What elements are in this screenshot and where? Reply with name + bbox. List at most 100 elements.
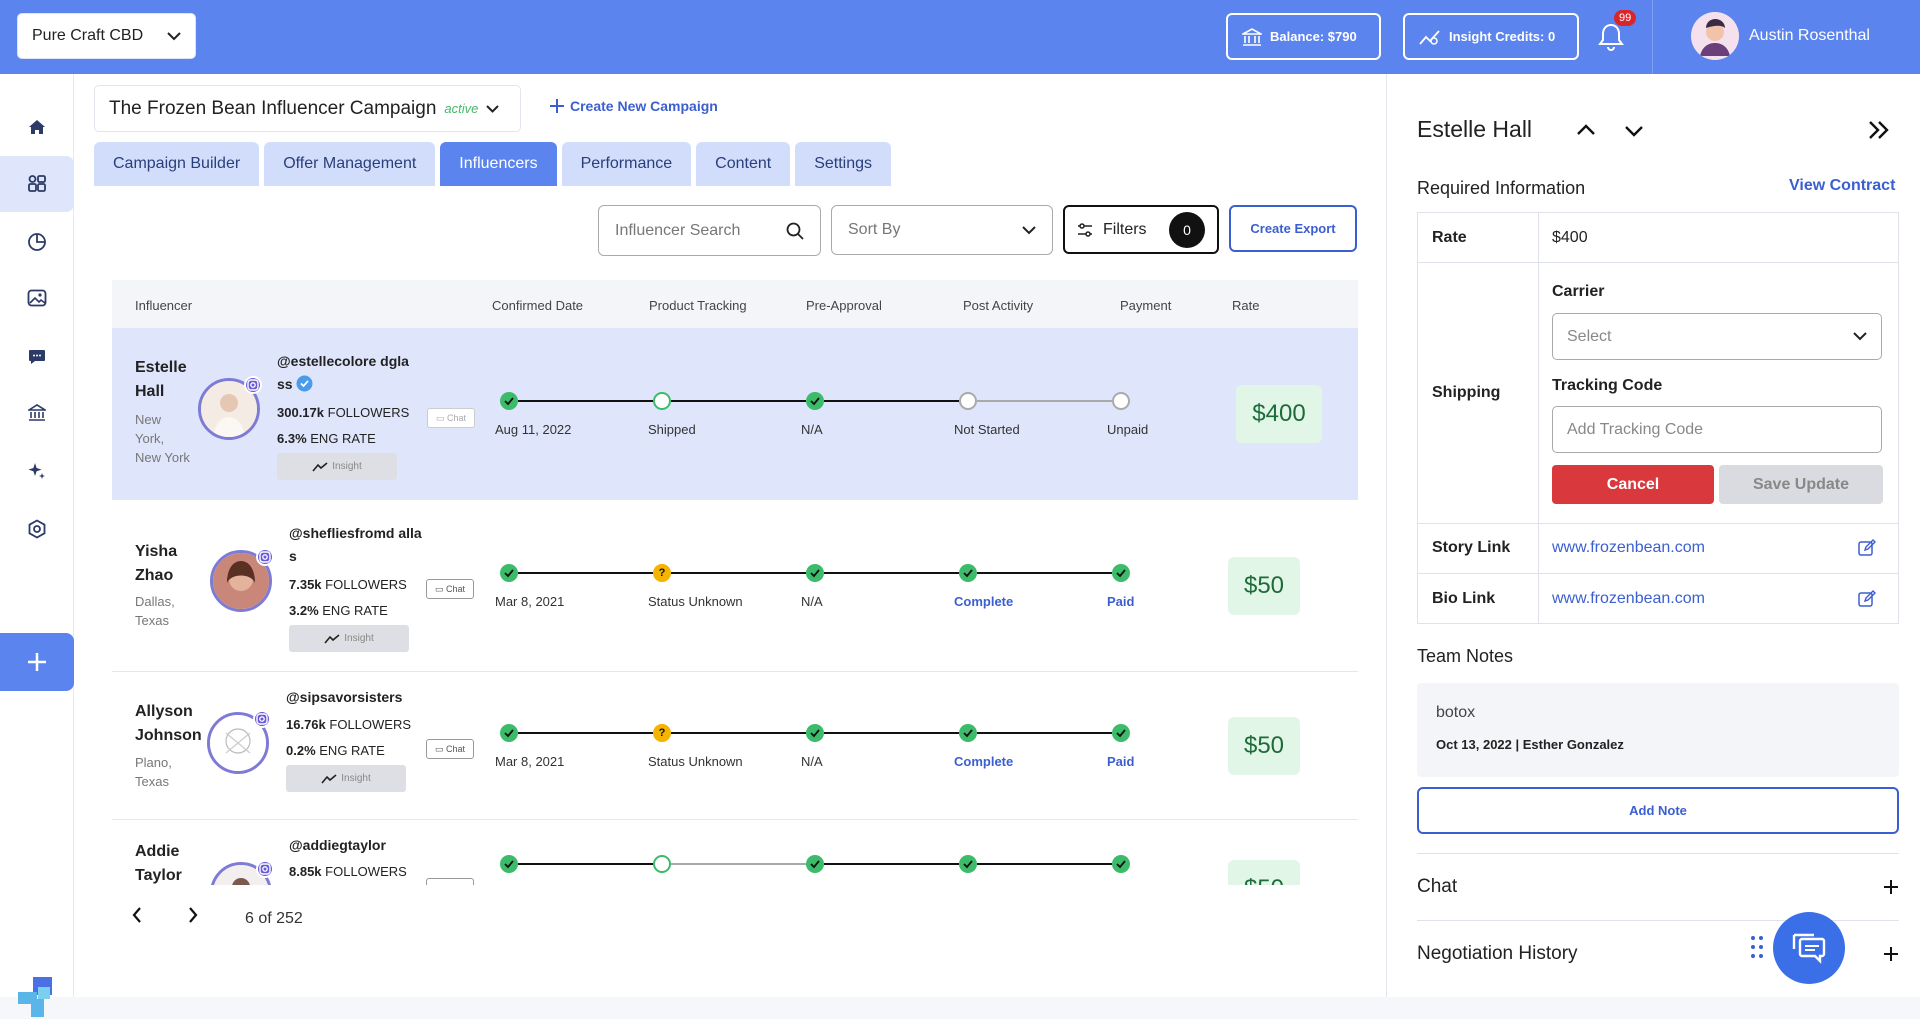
chevron-down-icon	[1853, 332, 1867, 341]
confirmed-date: Aug 11, 2022	[495, 422, 572, 437]
collapse-panel-button[interactable]	[1868, 121, 1890, 144]
story-link-value[interactable]: www.frozenbean.com	[1552, 539, 1705, 556]
tracker-line	[518, 572, 653, 574]
insight-button[interactable]: Insight	[277, 453, 397, 480]
tab-performance[interactable]: Performance	[561, 142, 692, 186]
create-new-campaign-link[interactable]: Create New Campaign	[550, 98, 718, 114]
header-influencer[interactable]: Influencer	[135, 298, 193, 313]
header-pre-approval[interactable]: Pre-Approval	[806, 298, 882, 313]
insight-button[interactable]: Insight	[289, 625, 409, 652]
nav-billing[interactable]	[0, 385, 74, 441]
next-page-button[interactable]	[188, 907, 198, 928]
balance-label: Balance: $790	[1270, 29, 1357, 44]
tab-campaign-builder[interactable]: Campaign Builder	[94, 142, 260, 186]
tracking-code-input[interactable]: Add Tracking Code	[1552, 406, 1882, 453]
save-update-button[interactable]: Save Update	[1719, 465, 1883, 504]
post-activity-status: Not Started	[954, 422, 1020, 437]
support-chat-button[interactable]	[1773, 912, 1845, 984]
table-row[interactable]: Yisha Zhao Dallas, Texas @shefliesfromd al…	[112, 500, 1358, 672]
influencer-handle[interactable]: @sipsavorsisters	[286, 689, 403, 705]
chat-button[interactable]	[426, 878, 474, 885]
prev-page-button[interactable]	[132, 907, 142, 928]
nav-content[interactable]	[0, 270, 74, 326]
check-circle-icon	[500, 564, 518, 582]
create-export-button[interactable]: Create Export	[1229, 205, 1357, 252]
table-row[interactable]: Allyson Johnson Plano, Texas @sipsavorsist…	[112, 672, 1358, 820]
bank-icon	[1242, 27, 1262, 46]
nav-analytics[interactable]	[0, 214, 74, 270]
nav-settings[interactable]	[0, 501, 74, 557]
empty-circle-icon	[653, 392, 671, 410]
nav-ai[interactable]	[0, 443, 74, 499]
chat-accordion[interactable]: Chat	[1417, 853, 1899, 919]
balance-button[interactable]: Balance: $790	[1226, 13, 1381, 60]
influencer-name: Allyson Johnson	[135, 703, 202, 744]
nav-campaigns[interactable]	[0, 156, 74, 212]
chat-button[interactable]: ▭ Chat	[427, 408, 475, 428]
edit-icon	[1858, 539, 1876, 556]
engagement-stat: 0.2% ENG RATE	[286, 743, 385, 758]
bio-link-value[interactable]: www.frozenbean.com	[1552, 590, 1705, 607]
influencer-search-input[interactable]: Influencer Search	[598, 205, 821, 256]
notifications-button[interactable]	[1598, 16, 1630, 56]
table-row[interactable]: Estelle Hall New York, New York @estellecol…	[112, 328, 1358, 500]
home-icon	[29, 120, 45, 134]
sparkle-icon	[28, 463, 45, 479]
cancel-button[interactable]: Cancel	[1552, 465, 1714, 504]
filters-button[interactable]: Filters 0	[1063, 205, 1219, 254]
check-circle-icon	[1112, 564, 1130, 582]
insight-icon	[324, 633, 340, 644]
view-contract-link[interactable]: View Contract	[1789, 177, 1896, 194]
header-post-activity[interactable]: Post Activity	[963, 298, 1034, 313]
add-note-button[interactable]: Add Note	[1417, 787, 1899, 834]
influencer-location: New York, New York	[135, 412, 190, 465]
table-divider	[1418, 523, 1898, 524]
prev-influencer-button[interactable]	[1577, 122, 1595, 140]
tab-influencers[interactable]: Influencers	[440, 142, 557, 186]
influencer-handle[interactable]: @shefliesfromd allas	[289, 525, 422, 564]
tab-offer-management[interactable]: Offer Management	[264, 142, 436, 186]
plus-icon	[550, 99, 564, 113]
chat-button[interactable]: ▭ Chat	[426, 739, 474, 759]
instagram-icon	[244, 376, 262, 394]
check-circle-icon	[500, 724, 518, 742]
negotiation-history-accordion[interactable]: Negotiation History	[1417, 920, 1899, 986]
rate-label: Rate	[1432, 229, 1467, 246]
nav-messages[interactable]	[0, 329, 74, 385]
header-rate[interactable]: Rate	[1232, 298, 1260, 313]
carrier-label: Carrier	[1552, 283, 1605, 300]
rate-badge: $50	[1228, 557, 1300, 615]
followers-stat: 300.17k FOLLOWERS	[277, 405, 410, 420]
check-circle-icon	[959, 724, 977, 742]
influencer-handle[interactable]: @addiegtaylor	[289, 837, 386, 853]
chevron-down-icon	[486, 104, 500, 113]
table-row[interactable]: Addie Taylor @addiegtaylor 8.85k FOLLOWER…	[112, 820, 1358, 885]
bank-icon	[28, 404, 46, 421]
influencer-handle[interactable]: @estellecolore dglass	[277, 353, 409, 392]
check-circle-icon	[806, 855, 824, 873]
tab-settings[interactable]: Settings	[795, 142, 892, 186]
avatar[interactable]	[1691, 12, 1739, 60]
chat-button[interactable]: ▭ Chat	[426, 579, 474, 599]
nav-home[interactable]	[0, 99, 74, 155]
edit-story-link-button[interactable]	[1858, 539, 1876, 562]
nav-add-button[interactable]	[0, 633, 74, 691]
tab-content[interactable]: Content	[696, 142, 791, 186]
next-influencer-button[interactable]	[1625, 124, 1643, 142]
brand-selector[interactable]: Pure Craft CBD	[17, 13, 196, 59]
carrier-select[interactable]: Select	[1552, 313, 1882, 360]
instagram-icon	[253, 710, 271, 728]
search-icon	[786, 222, 804, 240]
insight-button[interactable]: Insight	[286, 765, 406, 792]
influencer-avatar[interactable]	[210, 550, 272, 612]
edit-bio-link-button[interactable]	[1858, 590, 1876, 613]
campaign-selector[interactable]: The Frozen Bean Influencer Campaign acti…	[94, 85, 521, 132]
pre-approval-status: N/A	[801, 754, 823, 769]
filters-count-badge: 0	[1169, 211, 1205, 248]
header-product-tracking[interactable]: Product Tracking	[649, 298, 747, 313]
insight-credits-button[interactable]: Insight Credits: 0	[1403, 13, 1579, 60]
header-confirmed-date[interactable]: Confirmed Date	[492, 298, 584, 313]
sort-by-select[interactable]: Sort By	[831, 205, 1053, 255]
drag-handle-icon[interactable]	[1750, 935, 1764, 959]
header-payment[interactable]: Payment	[1120, 298, 1172, 313]
